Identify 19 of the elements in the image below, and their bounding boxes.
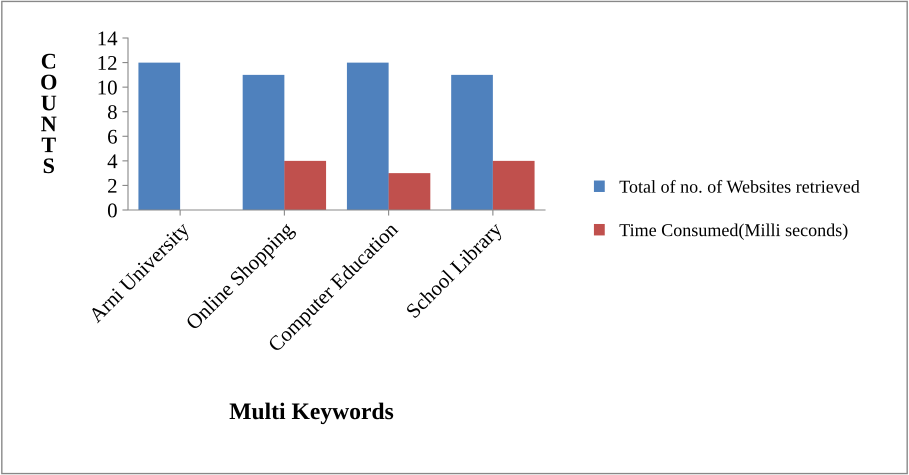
y-tick-label: 2 <box>108 178 116 193</box>
legend-label: Total of no. of Websites retrieved <box>620 180 860 193</box>
bar <box>388 173 430 210</box>
y-tick-label: 8 <box>108 105 117 120</box>
bar <box>451 74 493 210</box>
y-tick-label: 6 <box>108 130 117 144</box>
y-axis-title: COUNTS <box>41 54 57 174</box>
y-tick-label: 0 <box>108 203 117 218</box>
y-tick-label: 10 <box>98 80 117 95</box>
legend-label: Time Consumed(Milli seconds) <box>620 224 848 240</box>
bar <box>284 160 326 210</box>
y-tick-label: 4 <box>108 154 118 168</box>
y-tick-label: 14 <box>98 31 118 46</box>
bar <box>346 62 389 210</box>
bar <box>242 74 284 210</box>
bar <box>138 62 180 210</box>
bar <box>492 160 535 210</box>
y-tick-label: 12 <box>98 56 116 70</box>
x-axis-title: Multi Keywords <box>230 402 394 424</box>
